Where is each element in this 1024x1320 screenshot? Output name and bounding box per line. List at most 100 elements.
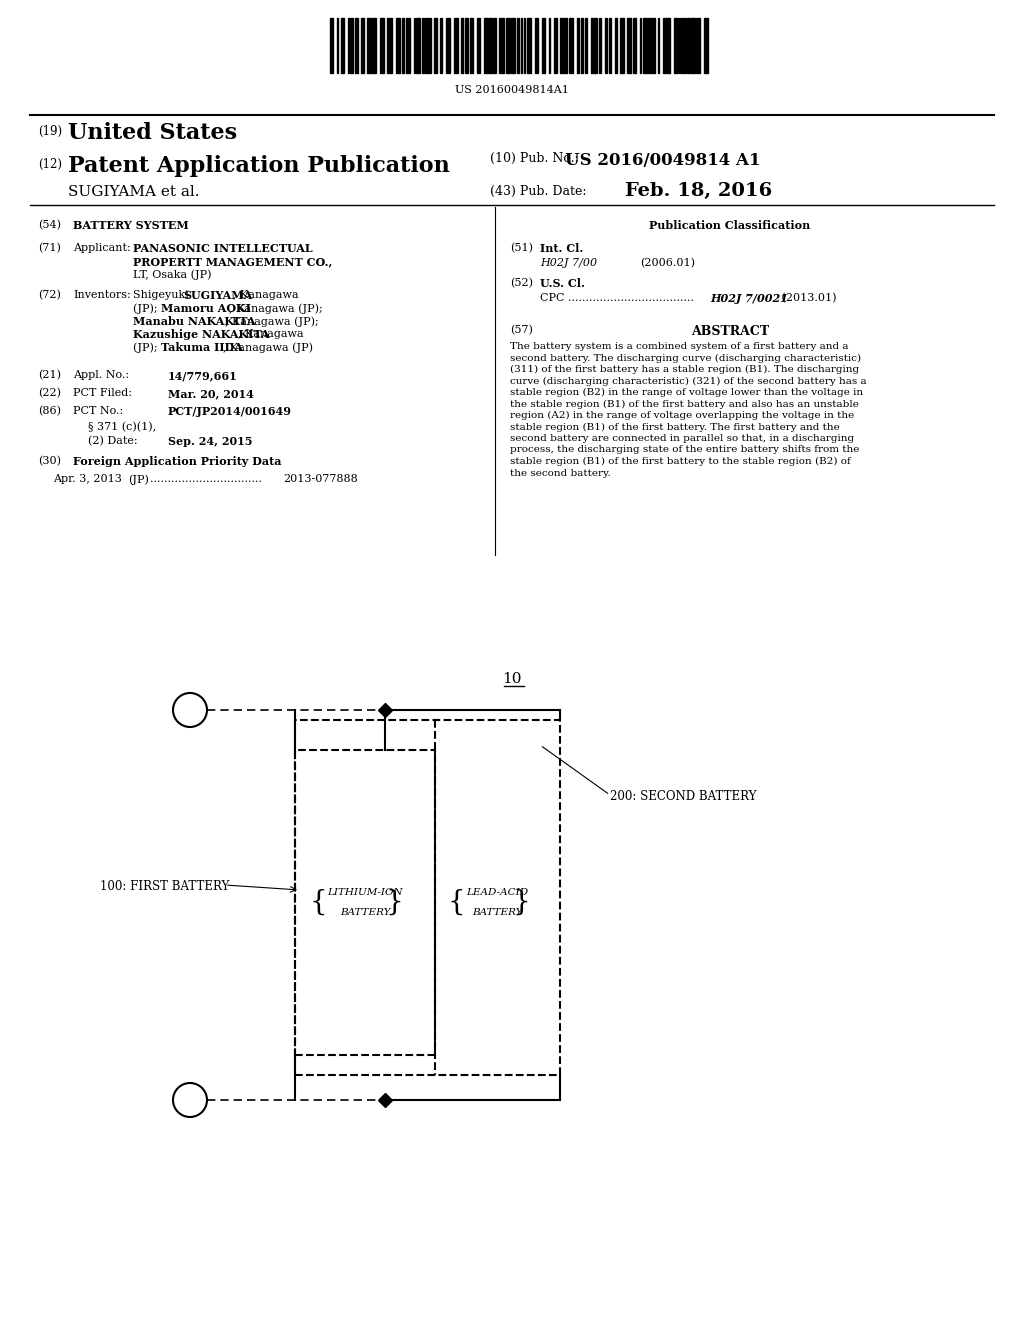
Text: (72): (72) xyxy=(38,290,60,301)
Text: Takuma IIDA: Takuma IIDA xyxy=(161,342,243,352)
Text: curve (discharging characteristic) (321) of the second battery has a: curve (discharging characteristic) (321)… xyxy=(510,376,866,385)
Bar xyxy=(477,18,480,73)
Text: LT, Osaka (JP): LT, Osaka (JP) xyxy=(133,269,212,280)
Text: (86): (86) xyxy=(38,407,61,416)
Text: Foreign Application Priority Data: Foreign Application Priority Data xyxy=(73,455,282,467)
Bar xyxy=(493,18,496,73)
Text: (19): (19) xyxy=(38,125,62,139)
Text: BATTERY: BATTERY xyxy=(472,908,522,917)
Bar xyxy=(396,18,400,73)
Bar xyxy=(372,18,376,73)
Text: (311) of the first battery has a stable region (B1). The discharging: (311) of the first battery has a stable … xyxy=(510,366,859,374)
Text: BATTERY SYSTEM: BATTERY SYSTEM xyxy=(73,220,188,231)
Text: {: { xyxy=(447,888,465,916)
Text: Shigeyuki: Shigeyuki xyxy=(133,290,193,300)
Bar xyxy=(542,18,545,73)
Bar xyxy=(470,18,473,73)
Bar xyxy=(681,18,684,73)
Text: (JP);: (JP); xyxy=(133,304,161,314)
Bar xyxy=(330,18,333,73)
Text: (52): (52) xyxy=(510,279,534,288)
Text: H02J 7/00: H02J 7/00 xyxy=(540,257,597,268)
Bar xyxy=(422,18,424,73)
Text: second battery. The discharging curve (discharging characteristic): second battery. The discharging curve (d… xyxy=(510,354,861,363)
Bar xyxy=(390,18,392,73)
Bar xyxy=(367,18,371,73)
Text: BATTERY: BATTERY xyxy=(340,908,390,917)
Text: SUGIYAMA: SUGIYAMA xyxy=(183,290,252,301)
Text: (57): (57) xyxy=(510,325,532,335)
Bar xyxy=(633,18,636,73)
Text: {: { xyxy=(310,888,328,916)
Text: PANASONIC INTELLECTUAL: PANASONIC INTELLECTUAL xyxy=(133,243,312,253)
Bar xyxy=(696,18,700,73)
Bar xyxy=(554,18,557,73)
Bar xyxy=(527,18,531,73)
Text: US 2016/0049814 A1: US 2016/0049814 A1 xyxy=(565,152,761,169)
Bar xyxy=(615,18,617,73)
Text: (JP);: (JP); xyxy=(133,342,161,352)
Text: (51): (51) xyxy=(510,243,534,253)
Text: , Kanagawa: , Kanagawa xyxy=(233,290,299,300)
Bar xyxy=(705,18,708,73)
Text: Publication Classification: Publication Classification xyxy=(649,220,811,231)
Bar xyxy=(361,18,364,73)
FancyBboxPatch shape xyxy=(295,750,435,1055)
Text: the second battery.: the second battery. xyxy=(510,469,610,478)
Bar xyxy=(461,18,463,73)
Bar xyxy=(666,18,670,73)
Bar xyxy=(581,18,583,73)
Text: US 20160049814A1: US 20160049814A1 xyxy=(455,84,569,95)
Bar xyxy=(585,18,587,73)
Bar xyxy=(691,18,695,73)
Text: (JP): (JP) xyxy=(128,474,148,484)
Text: Kazushige NAKAKITA: Kazushige NAKAKITA xyxy=(133,329,269,341)
Text: PROPERTT MANAGEMENT CO.,: PROPERTT MANAGEMENT CO., xyxy=(133,256,333,267)
Bar xyxy=(569,18,573,73)
Text: SUGIYAMA et al.: SUGIYAMA et al. xyxy=(68,185,200,199)
Text: Inventors:: Inventors: xyxy=(73,290,131,300)
Bar xyxy=(465,18,468,73)
Bar xyxy=(577,18,579,73)
Bar xyxy=(535,18,538,73)
Bar xyxy=(506,18,510,73)
Text: (21): (21) xyxy=(38,370,61,380)
Bar xyxy=(440,18,442,73)
Text: Apr. 3, 2013: Apr. 3, 2013 xyxy=(53,474,122,484)
Bar xyxy=(643,18,647,73)
Text: § 371 (c)(1),: § 371 (c)(1), xyxy=(88,422,156,433)
Text: ABSTRACT: ABSTRACT xyxy=(691,325,769,338)
Bar xyxy=(663,18,665,73)
Text: region (A2) in the range of voltage overlapping the voltage in the: region (A2) in the range of voltage over… xyxy=(510,411,854,420)
Text: Applicant:: Applicant: xyxy=(73,243,131,253)
Text: Manabu NAKAKITA: Manabu NAKAKITA xyxy=(133,315,256,327)
Bar xyxy=(563,18,567,73)
Bar xyxy=(627,18,631,73)
Text: the stable region (B1) of the first battery and also has an unstable: the stable region (B1) of the first batt… xyxy=(510,400,859,409)
Bar xyxy=(406,18,410,73)
Text: }: } xyxy=(513,888,530,916)
Text: second battery are connected in parallel so that, in a discharging: second battery are connected in parallel… xyxy=(510,434,854,444)
Bar xyxy=(489,18,492,73)
Bar xyxy=(380,18,384,73)
Bar xyxy=(484,18,488,73)
Bar xyxy=(454,18,458,73)
Text: ................................: ................................ xyxy=(150,474,262,484)
Bar xyxy=(560,18,562,73)
Bar xyxy=(605,18,607,73)
Bar xyxy=(425,18,429,73)
Text: Mamoru AOKI: Mamoru AOKI xyxy=(161,304,251,314)
Bar xyxy=(446,18,450,73)
Bar xyxy=(653,18,655,73)
Bar xyxy=(402,18,404,73)
Text: (71): (71) xyxy=(38,243,60,253)
Bar xyxy=(341,18,344,73)
Bar xyxy=(517,18,519,73)
Bar xyxy=(350,18,353,73)
Text: PCT Filed:: PCT Filed: xyxy=(73,388,132,399)
Text: process, the discharging state of the entire battery shifts from the: process, the discharging state of the en… xyxy=(510,446,859,454)
Text: (10) Pub. No.:: (10) Pub. No.: xyxy=(490,152,579,165)
Text: (2006.01): (2006.01) xyxy=(640,257,695,268)
Text: Int. Cl.: Int. Cl. xyxy=(540,243,584,253)
Text: (54): (54) xyxy=(38,220,61,230)
